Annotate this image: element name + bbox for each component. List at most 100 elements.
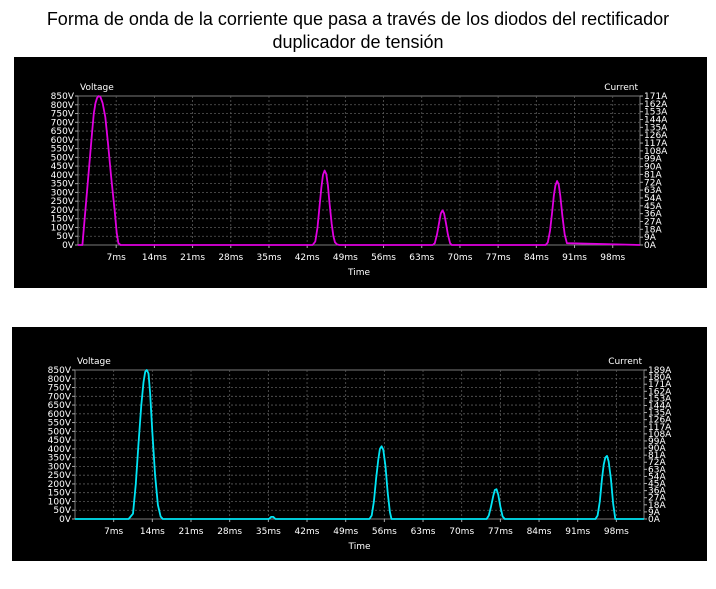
x-tick-label: 98ms xyxy=(604,527,629,537)
y-left-tick-label: 200V xyxy=(48,480,72,490)
y-right-tick-label: 81A xyxy=(644,170,662,180)
series-line xyxy=(78,95,641,246)
y-right-tick-label: 9A xyxy=(644,233,657,243)
x-tick-label: 35ms xyxy=(257,253,282,263)
y-right-tick-label: 45A xyxy=(648,480,666,490)
y-right-tick-label: 90A xyxy=(648,444,666,454)
y-right-tick-label: 171A xyxy=(648,380,672,390)
y-left-tick-label: 250V xyxy=(48,471,72,481)
figure-title-line2: duplicador de tensión xyxy=(272,32,444,52)
y-left-tick-label: 700V xyxy=(51,118,75,128)
y-right-tick-label: 36A xyxy=(648,487,666,497)
chart-panel-top: 850V 800V 750V 700V 650V 600V 550V 500V 450V 400V… xyxy=(14,57,707,288)
chart-svg-bottom: 850V800V750V700V650V600V550V500V450V400V… xyxy=(48,357,673,552)
y-left-tick-label: 850V xyxy=(48,366,72,376)
y-left-tick-label: 500V xyxy=(51,153,75,163)
y-left-tick-label: 650V xyxy=(48,401,72,411)
x-tick-label: 91ms xyxy=(562,253,587,263)
x-tick-label: 35ms xyxy=(256,527,281,537)
y-left-tick-label: 250V xyxy=(51,197,75,207)
x-tick-label: 28ms xyxy=(217,527,242,537)
x-tick-label: 21ms xyxy=(179,527,204,537)
y-left-tick-label: 700V xyxy=(48,392,72,402)
series-line xyxy=(75,369,644,520)
figure-title: Forma de onda de la corriente que pasa a… xyxy=(0,8,716,54)
y-right-tick-label: 189A xyxy=(648,366,672,376)
y-right-tick-label: 54A xyxy=(648,472,666,482)
y-right-tick-label: 162A xyxy=(648,387,672,397)
y-left-tick-label: 550V xyxy=(48,419,72,429)
y-right-tick-label: 144A xyxy=(648,401,672,411)
y-right-tick-label: 72A xyxy=(648,458,666,468)
y-right-tick-label: 9A xyxy=(648,508,661,518)
y-right-tick-label: 117A xyxy=(644,139,668,149)
y-left-tick-label: 450V xyxy=(51,162,75,172)
y-right-tick-label: 162A xyxy=(644,100,668,110)
y-left-tick-label: 800V xyxy=(48,375,72,385)
x-tick-label: 84ms xyxy=(527,527,552,537)
y-left-axis-title: Voltage xyxy=(77,357,111,367)
y-right-tick-label: 27A xyxy=(644,217,662,227)
x-tick-label: 70ms xyxy=(447,253,472,263)
y-left-tick-label: 0V xyxy=(62,241,75,251)
y-left-tick-label: 150V xyxy=(48,489,72,499)
y-left-tick-label: 550V xyxy=(51,145,75,155)
x-tick-label: 42ms xyxy=(295,253,320,263)
y-right-tick-label: 180A xyxy=(648,373,672,383)
y-left-tick-label: 750V xyxy=(48,384,72,394)
y-left-tick-label: 100V xyxy=(48,497,72,507)
y-right-tick-label: 99A xyxy=(648,437,666,447)
y-left-tick-label: 350V xyxy=(51,180,75,190)
x-axis-title: Time xyxy=(347,268,370,278)
y-right-tick-label: 153A xyxy=(648,394,672,404)
y-left-tick-label: 450V xyxy=(48,436,72,446)
y-right-tick-label: 81A xyxy=(648,451,666,461)
x-tick-label: 63ms xyxy=(409,253,434,263)
x-tick-label: 56ms xyxy=(371,253,396,263)
y-right-axis-title: Current xyxy=(608,357,642,367)
y-left-tick-label: 400V xyxy=(51,171,75,181)
x-tick-label: 84ms xyxy=(524,253,549,263)
y-right-tick-label: 171A xyxy=(644,92,668,102)
y-left-tick-label: 600V xyxy=(51,136,75,146)
y-left-tick-label: 750V xyxy=(51,110,75,120)
y-right-tick-label: 135A xyxy=(644,123,668,133)
y-left-tick-label: 300V xyxy=(51,188,75,198)
y-left-tick-label: 300V xyxy=(48,462,72,472)
y-left-tick-label: 200V xyxy=(51,206,75,216)
y-right-tick-label: 99A xyxy=(644,155,662,165)
y-left-tick-label: 150V xyxy=(51,215,75,225)
y-right-tick-label: 0A xyxy=(644,241,657,251)
x-tick-label: 70ms xyxy=(449,527,474,537)
y-left-tick-label: 500V xyxy=(48,427,72,437)
y-left-tick-label: 350V xyxy=(48,454,72,464)
x-tick-label: 77ms xyxy=(488,527,513,537)
x-tick-label: 7ms xyxy=(107,253,126,263)
x-tick-label: 49ms xyxy=(333,527,358,537)
x-tick-label: 63ms xyxy=(411,527,436,537)
figure-title-line1: Forma de onda de la corriente que pasa a… xyxy=(46,9,670,29)
y-right-tick-label: 117A xyxy=(648,423,672,433)
y-right-tick-label: 72A xyxy=(644,178,662,188)
y-right-tick-label: 63A xyxy=(644,186,662,196)
y-right-tick-label: 108A xyxy=(648,430,672,440)
y-right-tick-label: 108A xyxy=(644,147,668,157)
y-left-axis-title: Voltage xyxy=(80,83,114,93)
y-right-axis-title: Current xyxy=(604,83,638,93)
plot-frame xyxy=(74,369,645,520)
y-right-tick-label: 18A xyxy=(648,501,666,511)
y-left-tick-label: 650V xyxy=(51,127,75,137)
x-tick-label: 14ms xyxy=(140,527,165,537)
x-tick-label: 98ms xyxy=(600,253,625,263)
y-left-tick-label: 400V xyxy=(48,445,72,455)
x-axis-title: Time xyxy=(347,542,370,552)
x-tick-label: 28ms xyxy=(218,253,243,263)
y-right-tick-label: 54A xyxy=(644,194,662,204)
x-tick-label: 49ms xyxy=(333,253,358,263)
y-right-tick-label: 144A xyxy=(644,116,668,126)
y-left-tick-label: 100V xyxy=(51,223,75,233)
x-tick-label: 7ms xyxy=(104,527,123,537)
y-right-tick-label: 126A xyxy=(648,416,672,426)
y-right-tick-label: 63A xyxy=(648,465,666,475)
x-tick-label: 56ms xyxy=(372,527,397,537)
